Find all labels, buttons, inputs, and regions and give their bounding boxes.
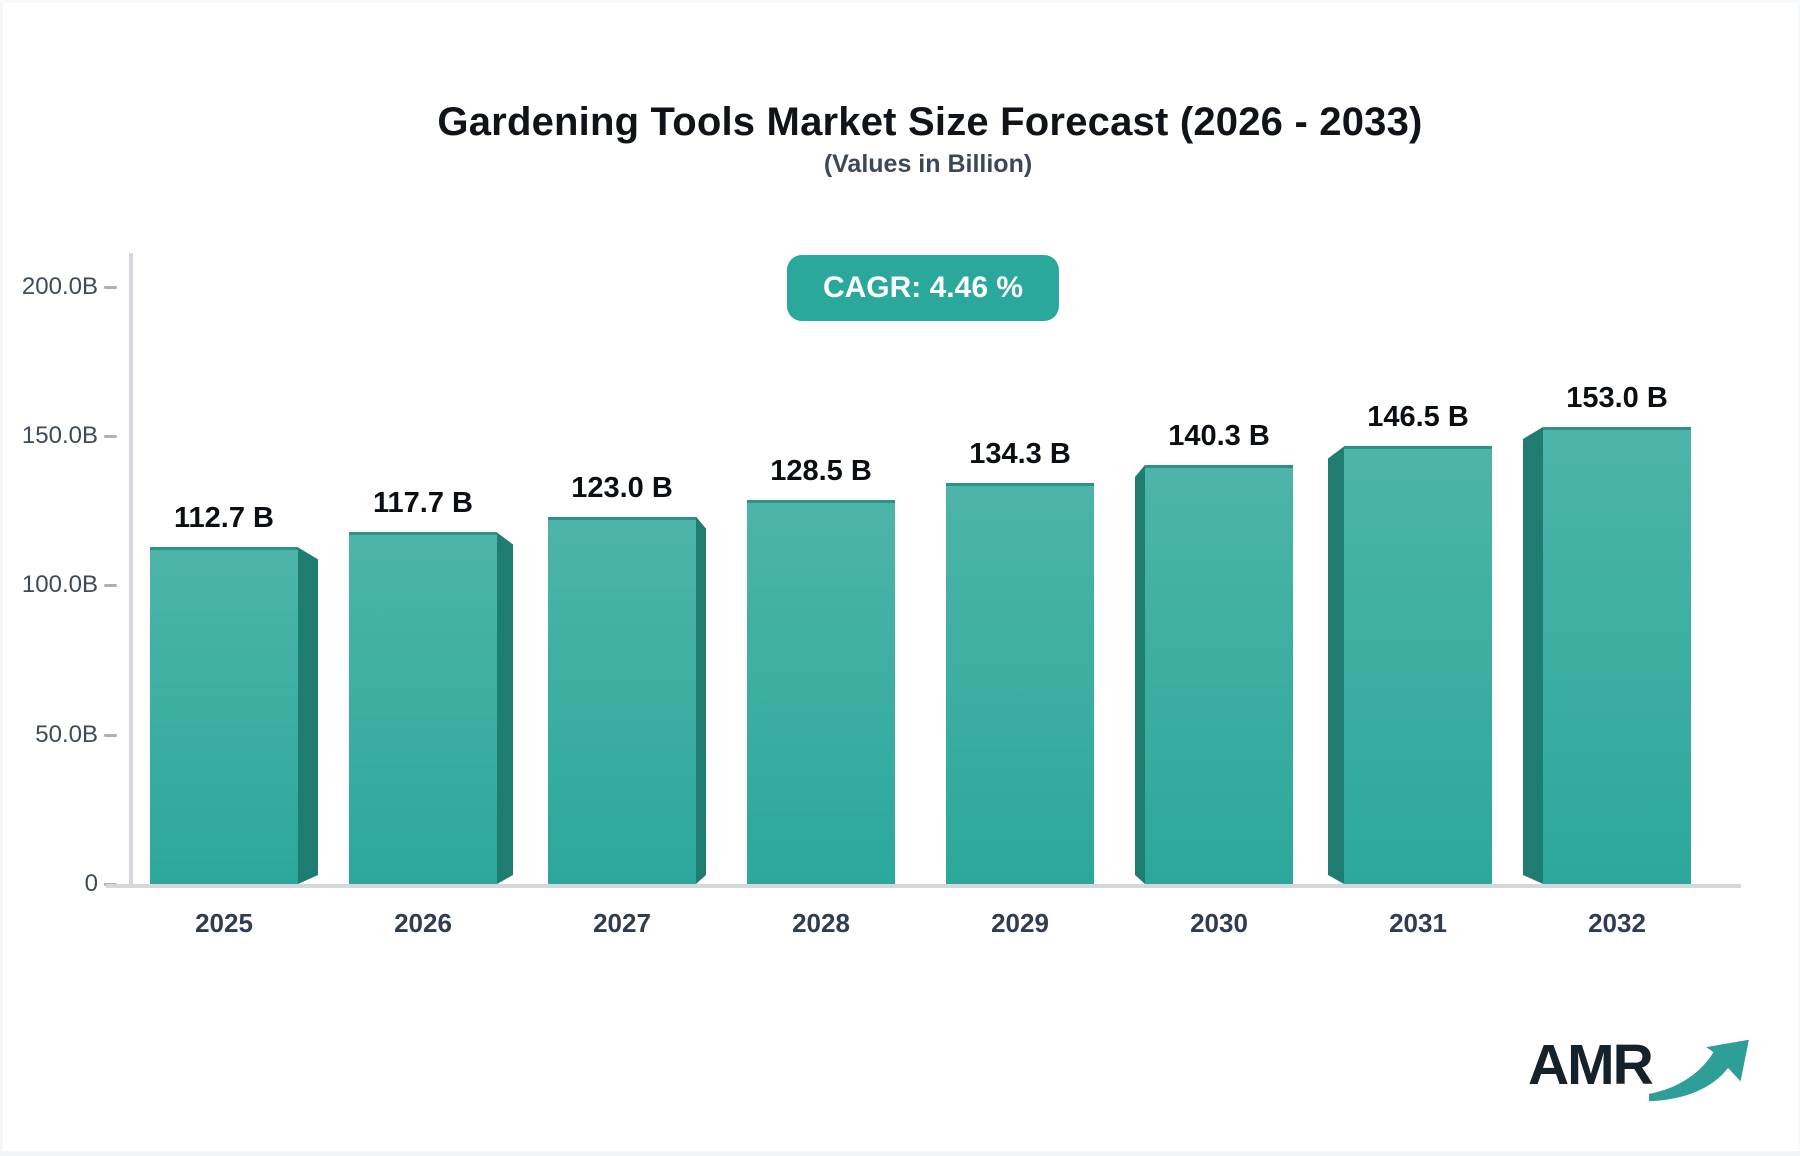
x-tick-label: 2028 [792, 908, 850, 938]
y-tick-mark [104, 733, 117, 737]
bar [150, 547, 298, 884]
bar [946, 482, 1094, 884]
bar [1344, 446, 1492, 884]
x-tick-label: 2025 [195, 908, 253, 938]
x-tick-label: 2029 [991, 908, 1049, 938]
bar [1145, 464, 1293, 884]
chart-subtitle: (Values in Billion) [823, 150, 1033, 178]
bar-value-label: 128.5 B [770, 455, 872, 488]
x-axis-line [106, 884, 1741, 888]
y-tick-label: 0 [84, 870, 98, 897]
y-tick-label: 150.0B [21, 422, 98, 449]
y-axis-line [129, 253, 133, 888]
bar-value-label: 153.0 B [1566, 382, 1668, 415]
cagr-badge: CAGR: 4.46 % [786, 255, 1060, 321]
y-tick-label: 50.0B [35, 720, 98, 748]
bar-3d-side [696, 517, 706, 884]
x-tick-label: 2026 [394, 908, 452, 938]
bar-value-label: 134.3 B [969, 437, 1071, 470]
bar-3d-side [1135, 465, 1145, 884]
bar [747, 500, 895, 884]
amr-logo: AMR [1528, 1032, 1749, 1122]
bar-value-label: 123.0 B [571, 471, 673, 504]
growth-arrow-icon [1649, 1039, 1749, 1102]
bar-value-label: 112.7 B [174, 502, 274, 535]
bar-3d-side [1328, 446, 1344, 884]
y-tick-label: 200.0B [21, 272, 98, 300]
x-tick-label: 2032 [1588, 908, 1646, 938]
y-tick-mark [104, 285, 117, 289]
bar-value-label: 117.7 B [373, 487, 473, 520]
bar-value-label: 140.3 B [1168, 419, 1270, 452]
bar-3d-side [298, 547, 318, 884]
bar-3d-side [1523, 427, 1543, 884]
x-tick-label: 2031 [1389, 908, 1447, 938]
x-tick-label: 2030 [1190, 908, 1248, 938]
y-tick-mark [104, 584, 117, 588]
bar [548, 516, 696, 884]
bar-value-label: 146.5 B [1367, 401, 1469, 434]
bar [349, 532, 497, 884]
chart-title: Gardening Tools Market Size Forecast (20… [437, 100, 1423, 144]
bar-3d-side [497, 532, 513, 884]
amr-logo-text: AMR [1528, 1033, 1654, 1097]
x-tick-label: 2027 [593, 908, 651, 938]
y-tick-label: 100.0B [21, 571, 98, 599]
y-tick-mark [104, 435, 117, 438]
bar [1543, 427, 1691, 884]
